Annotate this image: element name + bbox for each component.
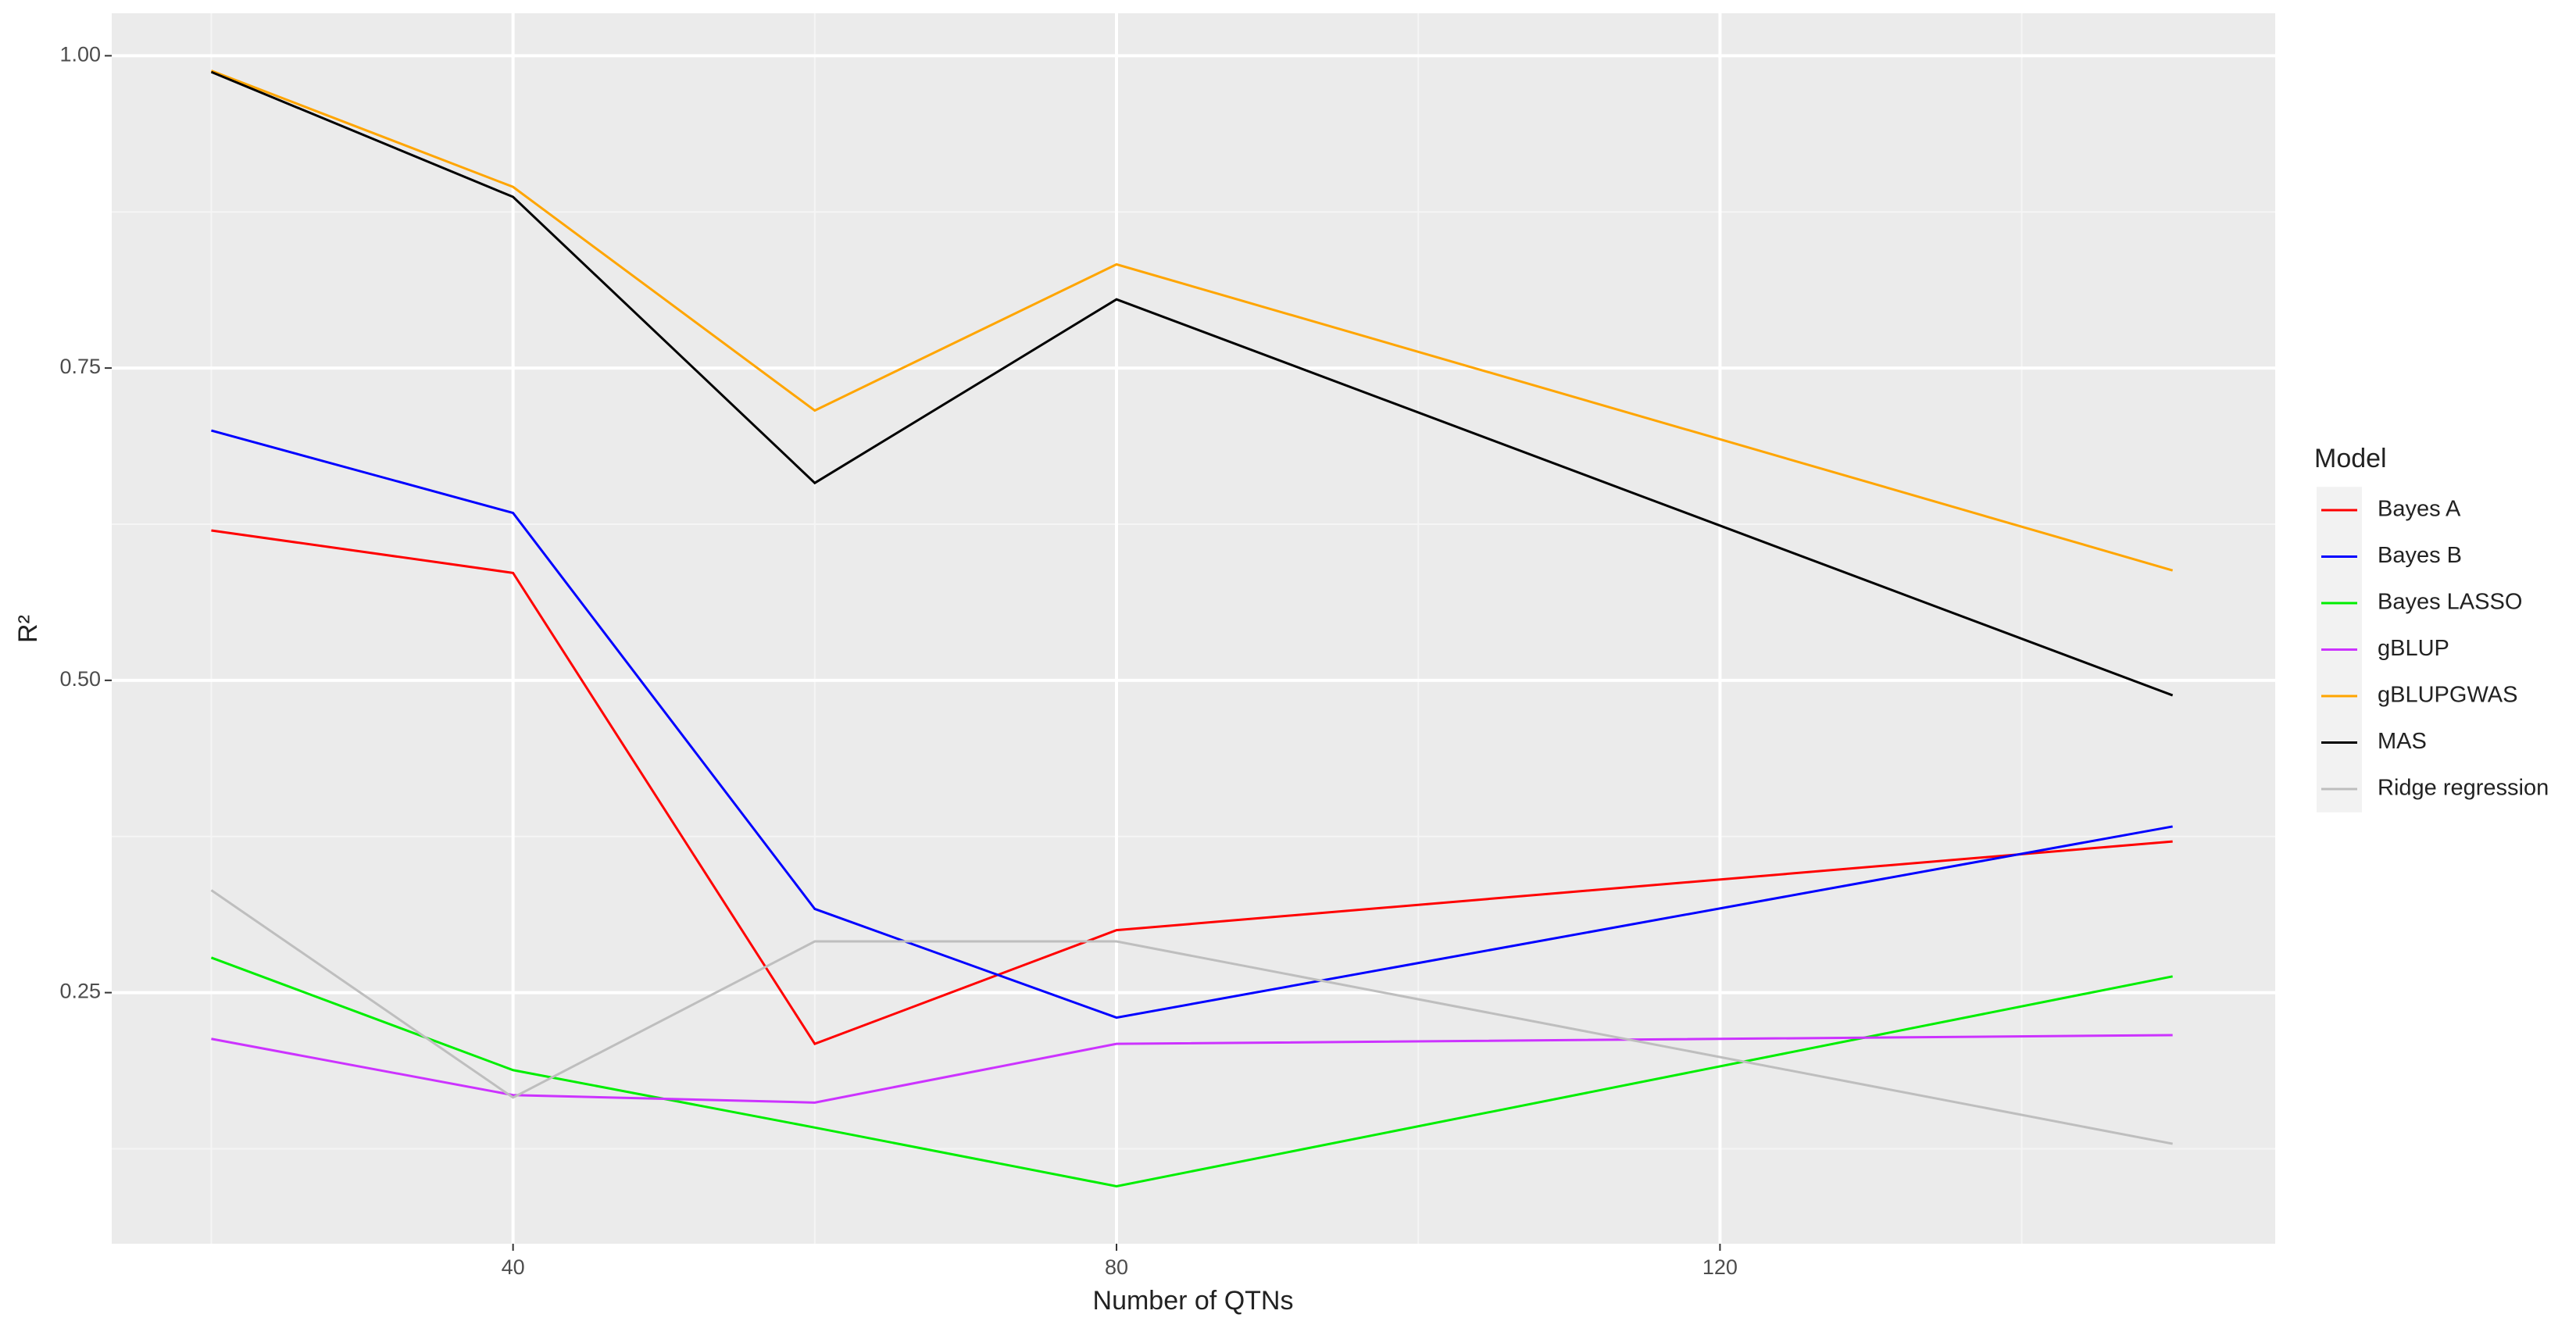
x-tick-label: 120 <box>1702 1255 1738 1279</box>
panel <box>112 13 2275 1244</box>
series-line <box>211 1034 2173 1104</box>
legend-label: MAS <box>2378 729 2427 754</box>
legend-label: gBLUP <box>2378 636 2449 661</box>
legend-label: gBLUPGWAS <box>2378 683 2517 708</box>
y-tick-label: 1.00 <box>59 42 101 66</box>
legend-label: Bayes LASSO <box>2378 590 2522 615</box>
y-tick-label: 0.50 <box>59 667 101 691</box>
y-tick-label: 0.25 <box>59 980 101 1003</box>
series-line <box>210 70 2174 697</box>
x-tick-label: 40 <box>502 1255 525 1279</box>
legend-title: Model <box>2314 444 2387 473</box>
series-line <box>210 70 2174 572</box>
legend-label: Bayes B <box>2378 543 2462 568</box>
legend-label: Bayes A <box>2378 497 2461 522</box>
x-tick-label: 80 <box>1105 1255 1128 1279</box>
legend-label: Ridge regression <box>2378 776 2549 801</box>
y-axis-title: R² <box>13 615 43 643</box>
series-line <box>210 956 2173 1187</box>
y-tick-label: 0.75 <box>59 355 101 378</box>
series-line <box>210 889 2173 1145</box>
x-axis-title: Number of QTNs <box>1093 1286 1294 1316</box>
series-line <box>211 529 2173 1045</box>
series-line <box>211 429 2173 1020</box>
